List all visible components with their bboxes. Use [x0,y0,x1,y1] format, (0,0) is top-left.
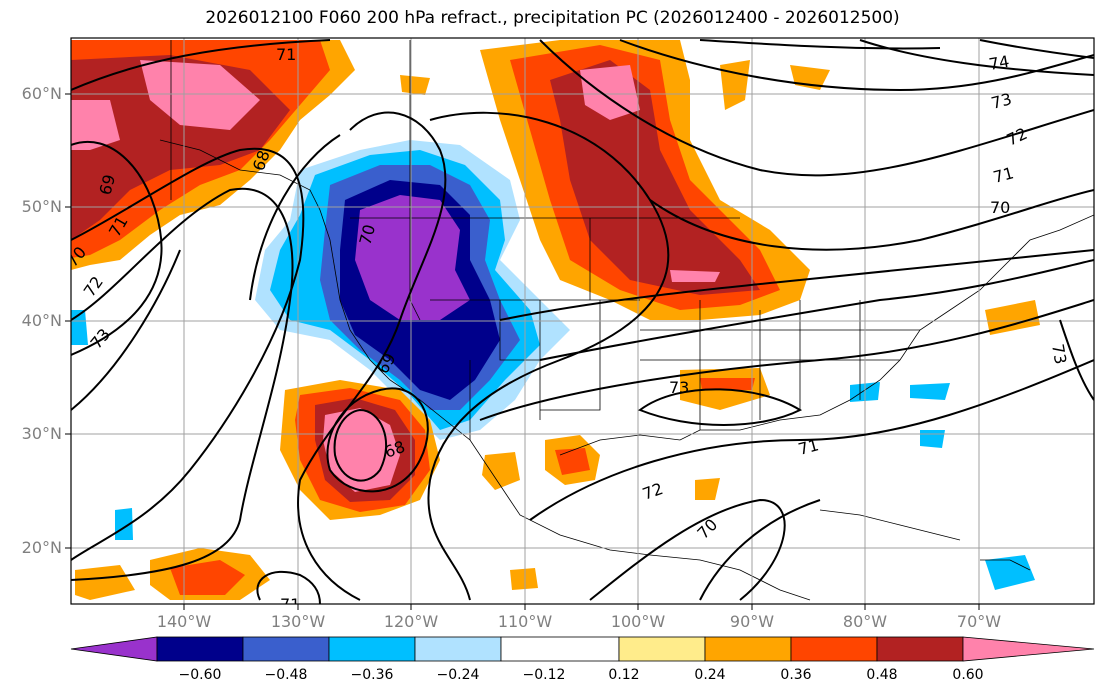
coastlines [159,40,1094,601]
anomaly-cold-small [71,310,1035,590]
contour-label: 71 [280,595,300,614]
lat-label-20: 20°N [21,538,62,557]
anomaly-baja [75,60,1040,600]
colorbar-cell [70,636,158,662]
anomaly-west [255,140,570,440]
colorbar-cell [618,636,706,662]
contour-label: 74 [987,52,1010,74]
lat-label-60: 60°N [21,84,62,103]
lat-label-30: 30°N [21,424,62,443]
colorbar-label: 0.24 [694,667,726,683]
contour-label: 71 [991,163,1016,187]
refractivity-contours [71,39,1094,604]
colorbar-label: 0.48 [866,667,898,683]
colorbar-label: 0.36 [780,667,812,683]
colorbar-label: −0.12 [522,667,566,683]
colorbar-label: −0.24 [436,667,480,683]
colorbar [70,636,1095,662]
colorbar-cell [328,636,416,662]
lat-label-50: 50°N [21,197,62,216]
colorbar-label: −0.60 [178,667,222,683]
colorbar-label: 0.12 [608,667,640,683]
lon-label-90w: 90°W [729,612,775,631]
contour-label: 69 [96,172,120,197]
colorbar-cell [962,636,1095,662]
lon-label-70w: 70°W [956,612,1002,631]
lon-label-80w: 80°W [842,612,888,631]
map-title: 2026012100 F060 200 hPa refract., precip… [205,8,900,28]
colorbar-cell [500,636,620,662]
contour-label: 71 [276,45,296,64]
lon-label-100w: 100°W [610,612,666,631]
colorbar-cell [414,636,502,662]
lon-label-140w: 140°W [156,612,212,631]
lon-label-110w: 110°W [497,612,553,631]
colorbar-label: 0.60 [952,667,984,683]
lon-label-130w: 130°W [270,612,326,631]
colorbar-label: −0.48 [264,667,308,683]
contour-label: 73 [989,89,1014,113]
colorbar-label: −0.36 [350,667,394,683]
colorbar-cell [242,636,330,662]
colorbar-cell [704,636,792,662]
colorbar-cell [876,636,964,662]
contour-label: 70 [356,222,380,247]
anomaly-canada [480,40,810,320]
contour-label: 71 [796,435,821,459]
contour-label: 70 [990,198,1010,217]
lat-label-40: 40°N [21,311,62,330]
colorbar-cell [156,636,244,662]
contour-label: 73 [669,378,689,397]
lon-label-120w: 120°W [383,612,439,631]
contour-label: 73 [1048,342,1070,365]
colorbar-cell [790,636,878,662]
gridlines [71,38,1094,604]
